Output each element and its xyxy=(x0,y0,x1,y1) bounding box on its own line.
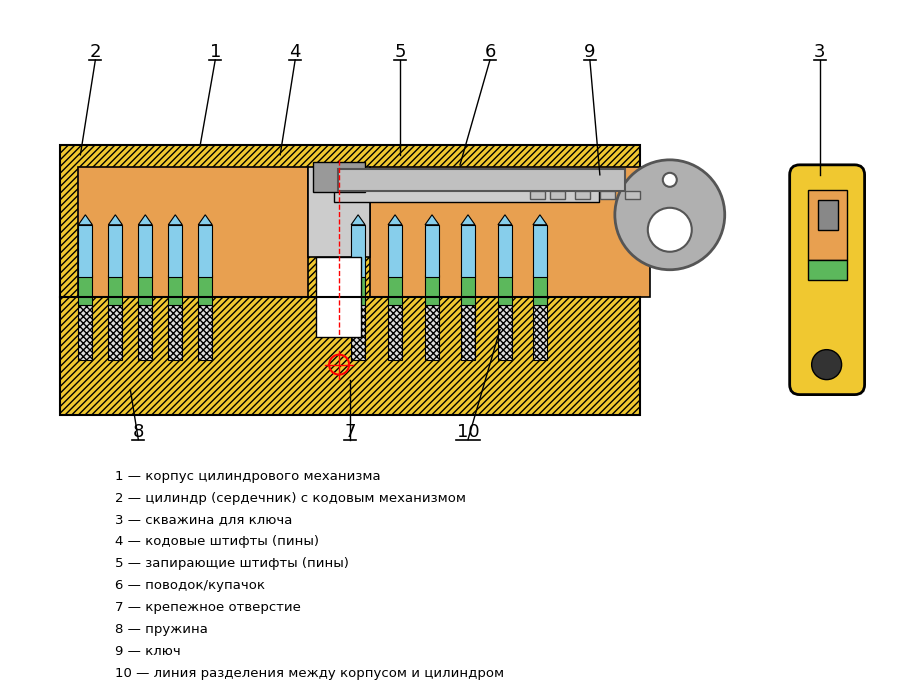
Bar xyxy=(530,191,545,199)
Bar xyxy=(138,304,152,360)
Text: 4 — кодовые штифты (пины): 4 — кодовые штифты (пины) xyxy=(115,536,320,549)
Bar xyxy=(461,304,475,360)
Bar xyxy=(169,275,182,304)
Bar xyxy=(338,169,625,191)
Bar xyxy=(169,304,182,360)
Polygon shape xyxy=(351,215,365,225)
Polygon shape xyxy=(425,215,439,225)
Bar xyxy=(79,225,93,277)
Bar xyxy=(818,200,837,230)
Text: 8: 8 xyxy=(133,423,144,440)
Bar xyxy=(313,162,365,192)
Bar xyxy=(316,256,361,337)
Bar xyxy=(533,275,547,304)
Text: 5 — запирающие штифты (пины): 5 — запирающие штифты (пины) xyxy=(115,557,349,570)
Polygon shape xyxy=(79,215,93,225)
Bar xyxy=(575,191,590,199)
Bar xyxy=(461,275,475,304)
Text: 10 — линия разделения между корпусом и цилиндром: 10 — линия разделения между корпусом и ц… xyxy=(115,668,505,681)
Polygon shape xyxy=(169,215,182,225)
Bar xyxy=(138,225,152,277)
Bar xyxy=(351,275,365,304)
Text: 9: 9 xyxy=(584,43,595,61)
Bar xyxy=(370,167,649,297)
Polygon shape xyxy=(108,215,123,225)
Text: 7 — крепежное отверстие: 7 — крепежное отверстие xyxy=(115,601,301,614)
Wedge shape xyxy=(812,350,842,380)
Bar xyxy=(533,304,547,360)
Bar xyxy=(425,225,439,277)
Bar xyxy=(388,275,402,304)
Bar xyxy=(198,225,213,277)
Bar xyxy=(79,167,308,297)
Bar xyxy=(334,177,599,202)
Bar xyxy=(498,304,512,360)
Bar xyxy=(425,304,439,360)
Bar xyxy=(533,225,547,277)
Circle shape xyxy=(648,208,692,252)
Bar xyxy=(169,225,182,277)
Bar xyxy=(461,225,475,277)
FancyBboxPatch shape xyxy=(790,165,865,395)
Text: 2 — цилиндр (сердечник) с кодовым механизмом: 2 — цилиндр (сердечник) с кодовым механи… xyxy=(115,492,466,505)
Text: 3: 3 xyxy=(814,43,825,61)
Bar xyxy=(808,260,846,280)
Polygon shape xyxy=(498,215,512,225)
Text: 1: 1 xyxy=(210,43,221,61)
Text: 3 — скважина для ключа: 3 — скважина для ключа xyxy=(115,514,293,527)
Circle shape xyxy=(663,173,677,187)
Bar xyxy=(138,275,152,304)
Text: 4: 4 xyxy=(289,43,301,61)
Bar xyxy=(79,304,93,360)
Text: 6: 6 xyxy=(485,43,496,61)
Bar xyxy=(600,191,615,199)
Circle shape xyxy=(615,160,725,269)
Bar xyxy=(198,304,213,360)
Bar xyxy=(79,275,93,304)
Bar xyxy=(808,280,846,345)
Bar xyxy=(351,304,365,360)
Text: 5: 5 xyxy=(394,43,406,61)
Text: 1 — корпус цилиндрового механизма: 1 — корпус цилиндрового механизма xyxy=(115,469,381,482)
Bar xyxy=(108,225,123,277)
Bar xyxy=(625,191,639,199)
Bar xyxy=(550,191,565,199)
Bar xyxy=(808,190,846,260)
Text: 10: 10 xyxy=(457,423,479,440)
Text: 9 — ключ: 9 — ключ xyxy=(115,646,181,659)
Bar xyxy=(308,167,370,256)
Bar xyxy=(498,275,512,304)
Bar xyxy=(498,225,512,277)
Bar xyxy=(60,145,639,415)
Text: 8 — пружина: 8 — пружина xyxy=(115,623,208,636)
Polygon shape xyxy=(533,215,547,225)
Bar xyxy=(425,275,439,304)
Bar xyxy=(388,304,402,360)
Polygon shape xyxy=(461,215,475,225)
Text: 7: 7 xyxy=(344,423,355,440)
Bar xyxy=(198,275,213,304)
Polygon shape xyxy=(198,215,213,225)
Bar xyxy=(388,225,402,277)
Polygon shape xyxy=(138,215,152,225)
Bar xyxy=(351,225,365,277)
Text: 2: 2 xyxy=(90,43,101,61)
Bar xyxy=(108,275,123,304)
Polygon shape xyxy=(388,215,402,225)
Text: 6 — поводок/купачок: 6 — поводок/купачок xyxy=(115,579,266,592)
Bar xyxy=(108,304,123,360)
